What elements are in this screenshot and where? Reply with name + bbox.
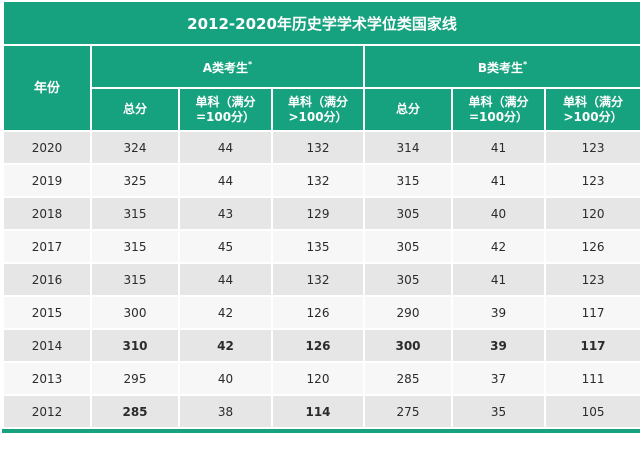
- year-cell: 2017: [2, 229, 92, 264]
- a-high-cell: 135: [271, 229, 365, 264]
- year-cell: 2018: [2, 196, 92, 231]
- b-low-cell: 39: [451, 295, 546, 330]
- b-high-cell: 126: [543, 229, 642, 264]
- a-low-cell: 43: [178, 196, 273, 231]
- b-total-cell: 314: [363, 130, 453, 165]
- table-row: 2014 310 42 126 300 39 117: [2, 328, 642, 363]
- table-row: 2016 315 44 132 305 41 123: [2, 262, 642, 297]
- b-high-cell: 111: [543, 361, 642, 396]
- a-low-cell: 44: [178, 262, 273, 297]
- a-low-cell: 42: [178, 328, 273, 363]
- year-cell: 2016: [2, 262, 92, 297]
- b-low-cell: 41: [451, 163, 546, 198]
- b-total-cell: 305: [363, 262, 453, 297]
- b-single-low-header: 单科（满分 =100分）: [451, 87, 546, 132]
- table-row: 2020 324 44 132 314 41 123: [2, 130, 642, 165]
- b-low-cell: 40: [451, 196, 546, 231]
- table-bottom-bar: [2, 429, 640, 433]
- a-total-cell: 324: [90, 130, 180, 165]
- year-cell: 2013: [2, 361, 92, 396]
- b-high-cell: 120: [543, 196, 642, 231]
- table-row: 2015 300 42 126 290 39 117: [2, 295, 642, 330]
- group-a-header: A类考生*: [90, 44, 365, 89]
- b-high-cell: 117: [543, 328, 642, 363]
- b-high-cell: 105: [543, 394, 642, 429]
- a-high-cell: 120: [271, 361, 365, 396]
- table-row: 2018 315 43 129 305 40 120: [2, 196, 642, 231]
- b-low-cell: 37: [451, 361, 546, 396]
- a-single-high-header: 单科（满分 >100分）: [271, 87, 365, 132]
- table-row: 2013 295 40 120 285 37 111: [2, 361, 642, 396]
- group-a-mark: *: [248, 60, 253, 69]
- a-high-cell: 132: [271, 163, 365, 198]
- a-low-cell: 40: [178, 361, 273, 396]
- year-cell: 2020: [2, 130, 92, 165]
- a-total-cell: 315: [90, 229, 180, 264]
- group-b-mark: *: [523, 60, 528, 69]
- a-high-cell: 126: [271, 295, 365, 330]
- a-total-cell: 315: [90, 196, 180, 231]
- b-high-cell: 123: [543, 163, 642, 198]
- a-total-header: 总分: [90, 87, 180, 132]
- a-high-cell: 132: [271, 262, 365, 297]
- table-row: 2012 285 38 114 275 35 105: [2, 394, 642, 429]
- b-low-cell: 35: [451, 394, 546, 429]
- b-total-cell: 275: [363, 394, 453, 429]
- b-total-header: 总分: [363, 87, 453, 132]
- b-total-cell: 315: [363, 163, 453, 198]
- b-total-cell: 300: [363, 328, 453, 363]
- a-low-cell: 44: [178, 163, 273, 198]
- year-cell: 2012: [2, 394, 92, 429]
- year-cell: 2014: [2, 328, 92, 363]
- year-cell: 2019: [2, 163, 92, 198]
- table-row: 2017 315 45 135 305 42 126: [2, 229, 642, 264]
- table-title: 2012-2020年历史学学术学位类国家线: [1, 0, 642, 46]
- b-low-cell: 39: [451, 328, 546, 363]
- a-high-cell: 126: [271, 328, 365, 363]
- a-total-cell: 285: [90, 394, 180, 429]
- a-total-cell: 300: [90, 295, 180, 330]
- a-total-cell: 325: [90, 163, 180, 198]
- year-header: 年份: [2, 44, 92, 132]
- a-single-low-header: 单科（满分 =100分）: [178, 87, 273, 132]
- table-row: 2019 325 44 132 315 41 123: [2, 163, 642, 198]
- a-total-cell: 295: [90, 361, 180, 396]
- b-high-cell: 117: [543, 295, 642, 330]
- a-low-cell: 45: [178, 229, 273, 264]
- b-single-high-header: 单科（满分 >100分）: [543, 87, 642, 132]
- b-total-cell: 285: [363, 361, 453, 396]
- a-total-cell: 315: [90, 262, 180, 297]
- b-low-cell: 41: [451, 130, 546, 165]
- group-b-header: B类考生*: [362, 44, 642, 89]
- a-low-cell: 42: [178, 295, 273, 330]
- b-total-cell: 305: [363, 229, 453, 264]
- a-high-cell: 132: [271, 130, 365, 165]
- b-high-cell: 123: [543, 130, 642, 165]
- b-high-cell: 123: [543, 262, 642, 297]
- b-total-cell: 305: [363, 196, 453, 231]
- b-low-cell: 42: [451, 229, 546, 264]
- group-a-label: A类考生: [202, 61, 249, 75]
- a-low-cell: 44: [178, 130, 273, 165]
- b-total-cell: 290: [363, 295, 453, 330]
- a-low-cell: 38: [178, 394, 273, 429]
- b-low-cell: 41: [451, 262, 546, 297]
- a-total-cell: 310: [90, 328, 180, 363]
- group-b-label: B类考生: [477, 61, 523, 75]
- year-cell: 2015: [2, 295, 92, 330]
- national-line-table: 2012-2020年历史学学术学位类国家线 年份 A类考生* B类考生* 总分 …: [1, 0, 642, 429]
- a-high-cell: 114: [271, 394, 365, 429]
- a-high-cell: 129: [271, 196, 365, 231]
